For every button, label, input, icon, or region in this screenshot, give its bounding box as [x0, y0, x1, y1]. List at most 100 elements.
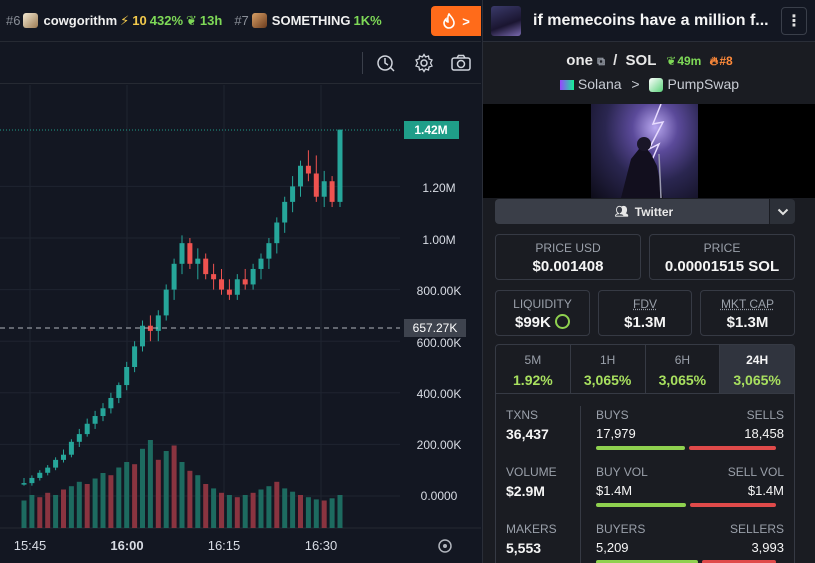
candle-body [76, 434, 82, 442]
liquidity-card: LIQUIDITY $99K [495, 290, 590, 336]
fdv-card: FDV $1.3M [598, 290, 692, 336]
candle-body [298, 165, 303, 187]
crosshair-price-label: 657.27K [413, 321, 458, 335]
ticker-item[interactable]: #6 cowgorithm ⚡ 10 432% ❦ 13h [6, 13, 222, 29]
candle-body [29, 477, 35, 484]
ticker-token-name: SOMETHING [271, 13, 351, 28]
txns-value: 36,437 [506, 426, 549, 442]
token-info-panel: if memecoins have a million f... ⋮ one ⧉… [482, 0, 815, 563]
ticker-boost: 10 [132, 13, 147, 28]
volume-bar [124, 462, 130, 528]
volume-bar [258, 489, 264, 528]
ticker-rank: #6 [6, 13, 21, 28]
tab-24h[interactable]: 24H 3,065% [720, 345, 794, 393]
camera-icon[interactable] [450, 52, 472, 74]
token-banner [483, 103, 815, 199]
liquidity-label: LIQUIDITY [513, 297, 572, 311]
liquidity-row: $99K [496, 314, 589, 331]
volume-bar [242, 495, 248, 528]
twitter-button[interactable]: 👥︎ Twitter [495, 199, 793, 224]
volume-bar [171, 445, 177, 528]
candle-body [234, 279, 240, 295]
volume-bar [61, 489, 66, 528]
pair-rank: #8 [719, 54, 733, 68]
candle-body [329, 181, 335, 202]
buys-label: BUYS [596, 408, 629, 422]
tab-6h[interactable]: 6H 3,065% [646, 345, 721, 393]
more-menu-button[interactable]: ⋮ [781, 7, 807, 35]
volume-bar [92, 478, 98, 528]
price-native-card: PRICE 0.00001515 SOL [649, 234, 795, 280]
panel-header: if memecoins have a million f... ⋮ [483, 0, 815, 42]
timeframe-tabs: 5M 1.92% 1H 3,065% 6H 3,065% 24H 3,065% [495, 344, 795, 394]
candle-body [68, 441, 74, 455]
volume-bar [298, 495, 303, 528]
candle-body [116, 385, 122, 398]
liquidity-value: $99K [514, 314, 551, 331]
copy-icon[interactable]: ⧉ [597, 56, 605, 68]
socials-dropdown-button[interactable] [769, 199, 795, 224]
ticker-item[interactable]: #7 SOMETHING 1K% [234, 13, 382, 28]
y-axis-tick-label: 0.0000 [421, 489, 458, 503]
txns-label: TXNS [506, 408, 539, 422]
tab-change: 1.92% [513, 372, 553, 388]
sells-label: SELLS [746, 408, 784, 422]
candle-body [290, 186, 296, 202]
volume-bar [100, 473, 106, 528]
y-axis-tick-label: 600.00K [417, 336, 462, 350]
volume-bar [84, 484, 90, 528]
price-chart[interactable]: 1.20M 1.00M 800.00K 600.00K 400.00K 200.00K 0.… [0, 85, 481, 563]
volume-bar [179, 462, 185, 528]
candle-body [187, 243, 193, 264]
sells-bar [689, 446, 776, 450]
token-banner-image [591, 103, 698, 199]
volume-bar [68, 486, 74, 528]
toolbar-divider [362, 52, 363, 74]
ticker-token-name: cowgorithm [43, 13, 118, 28]
volume-bar [321, 500, 327, 528]
y-axis-tick-label: 200.00K [417, 438, 462, 452]
tab-label: 5M [524, 353, 542, 367]
trending-button[interactable]: > [431, 6, 481, 36]
candle-body [179, 243, 185, 264]
chart-toolbar [0, 42, 481, 84]
y-axis-tick-label: 400.00K [417, 387, 462, 401]
sellers-bar [702, 560, 776, 563]
tab-5m[interactable]: 5M 1.92% [496, 345, 571, 393]
lock-icon[interactable] [555, 314, 571, 329]
candle-body [171, 263, 177, 290]
mkt-cap-value: $1.3M [726, 314, 769, 331]
x-axis-tick-label: 16:30 [305, 538, 338, 553]
candle-body [282, 201, 288, 223]
volume-bar [187, 470, 193, 528]
stats-divider [580, 406, 581, 563]
sell-vol-label: SELL VOL [727, 465, 784, 479]
volume-bar [76, 481, 82, 528]
candle-body [100, 408, 106, 417]
gear-icon[interactable] [413, 52, 435, 74]
volume-bar [116, 467, 122, 528]
candle-body [337, 129, 343, 202]
chain-name[interactable]: Solana [577, 76, 622, 92]
volume-bar [29, 495, 35, 528]
dex-name[interactable]: PumpSwap [667, 76, 740, 92]
volume-bar [305, 497, 311, 528]
replay-icon[interactable] [375, 52, 397, 74]
sprout-icon: ❦ [666, 54, 677, 68]
buy-vol-value: $1.4M [596, 483, 633, 498]
tab-1h[interactable]: 1H 3,065% [571, 345, 646, 393]
x-axis-tick-label: 16:15 [208, 538, 241, 553]
volume-value: $2.9M [506, 483, 545, 499]
breadcrumb-separator: > [631, 76, 640, 92]
candle-body [45, 467, 51, 473]
base-symbol: one [566, 52, 593, 69]
candle-body [250, 268, 256, 285]
candle-body [242, 279, 248, 285]
candle-body [258, 258, 264, 269]
volume-bar [132, 464, 138, 528]
tab-label: 1H [599, 353, 616, 367]
volume-bar [108, 475, 114, 528]
candlestick-chart-svg[interactable]: 1.20M 1.00M 800.00K 600.00K 400.00K 200.00K 0.… [0, 85, 481, 563]
candle-body [155, 315, 161, 331]
volume-bar [163, 451, 169, 528]
